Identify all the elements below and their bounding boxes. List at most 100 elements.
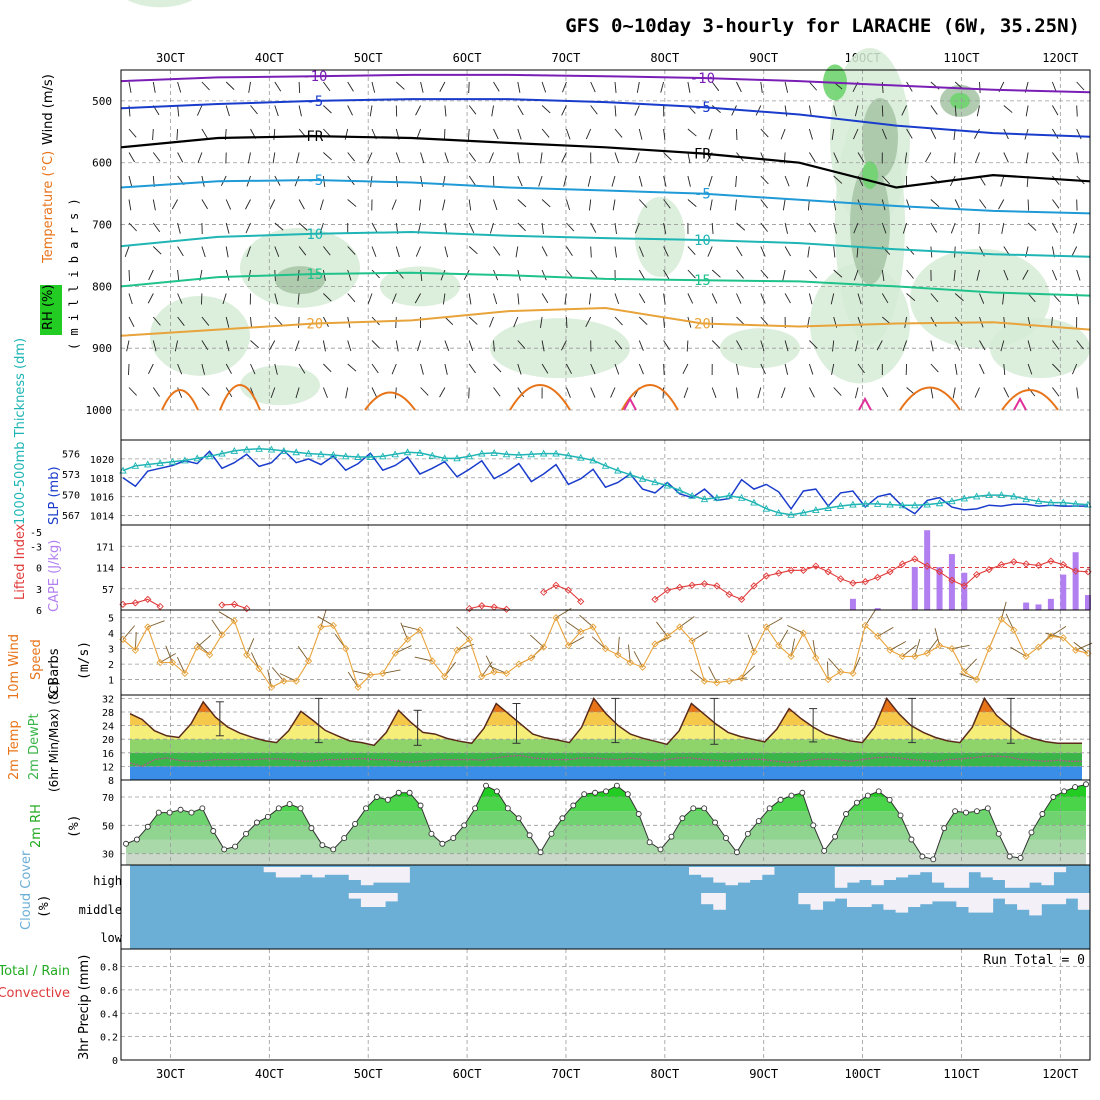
wind-barb [687,293,694,304]
wind10m-point [317,623,325,631]
wind10m-point [453,646,461,654]
cape-label: CAPE (J/kg) [47,540,62,612]
wind-barb [395,316,397,329]
wind10m-barb [1010,646,1027,657]
cloud-cell [1029,893,1042,916]
rh-point [973,808,980,815]
wind-barb [760,316,769,326]
wind-barb [269,199,276,210]
cloud-cell [312,867,325,878]
lifted-index-point [218,601,226,609]
isotherm-label: -10 [690,71,715,87]
wind-barb [831,363,835,375]
wind10m-point [230,617,238,625]
dewpt-label: 2m DewPt [27,713,42,780]
thickness-point [638,474,647,482]
wind10m-barb [889,641,907,651]
wind-barb [128,222,137,232]
rh-point [908,836,915,843]
wind-barb [274,363,278,375]
rh-point [243,830,249,837]
cloud-cell [701,893,714,905]
cloud-cell [919,867,933,873]
rh-point [221,846,228,853]
wind-barb [439,387,446,398]
rh-tick-label: 70 [102,793,114,804]
wind-barb [564,293,567,305]
wind10m-barb [914,638,921,657]
wind10m-point [700,677,709,685]
precip-tick-label: 0.2 [100,1033,118,1044]
wind-barb [614,152,619,164]
wind-barb [177,269,180,281]
cloud-cell [834,867,848,888]
wind10m-barb [529,634,544,648]
wind10m-barb [778,629,789,646]
upper-grid [121,70,1090,411]
wind-barb [611,175,616,187]
lifted-index-point [478,602,486,610]
rh-point [919,853,926,860]
precip-tick-label: 0.8 [100,963,118,974]
wind-barb [590,222,597,233]
cloud-cell [1077,893,1091,910]
thickness-point [849,500,857,508]
rh-point [1006,853,1013,860]
isotherm-line [120,306,1091,337]
cloud-cell [871,867,884,886]
top-date-label: 4OCT [255,51,284,65]
wind-barb [417,340,422,352]
rh-point [755,818,762,825]
wind-barb [833,152,839,163]
rh-point [613,782,620,789]
cloud-row-label: low [100,931,122,945]
wind-barb [468,316,478,325]
wind-barb [760,199,768,209]
wind10m-barb [1073,641,1089,654]
wind10m-point [552,614,560,622]
wind-barb [323,152,332,161]
wind-barb [590,246,592,258]
rh-point [581,791,588,798]
wind10m-barb [485,655,495,673]
wind-barb [953,152,956,164]
wind-barb [902,340,908,352]
cloud-cell [846,893,860,907]
thickness-point [267,445,276,453]
wind-barb [517,293,520,305]
rh-point [537,849,544,856]
wind10m-barb [934,628,940,646]
wind-barb [614,246,617,258]
wind10m-point [205,651,214,659]
rh-blob-green [862,161,878,190]
wind-barb [515,246,519,258]
thickness-point [143,460,152,468]
wind-barb [901,105,908,116]
wind-barb [1076,152,1079,164]
wind-barb [711,81,720,92]
wind-barb [174,340,179,352]
wind-barb [196,105,203,116]
thickness-point [218,449,226,457]
wind10m-barb [1050,626,1067,637]
wind10m-barb [1005,613,1015,631]
wind-barb [177,363,183,375]
wind-barb [638,175,643,187]
cloud-cell [944,893,957,902]
wind-barb [152,340,157,352]
wind-barb [420,269,423,281]
thickness-point [997,491,1006,499]
cloud-cell [348,867,362,880]
wind10m-barb [165,645,173,663]
slp-thickness-panel: 1014 1016 1018 1020 567 570 573 576 1000-500mb … [13,338,1092,526]
wind-barb [420,81,424,93]
wind-barb [540,316,543,328]
cape-tick-label: 114 [96,564,114,575]
isotherm-label: -5 [306,173,323,189]
cloud-cell [992,893,1006,899]
wind-barb [420,363,424,375]
wind10m-point [886,646,894,654]
temp-band [130,766,1082,780]
lifted-index-point [713,582,721,590]
cloud-cell [980,867,994,878]
